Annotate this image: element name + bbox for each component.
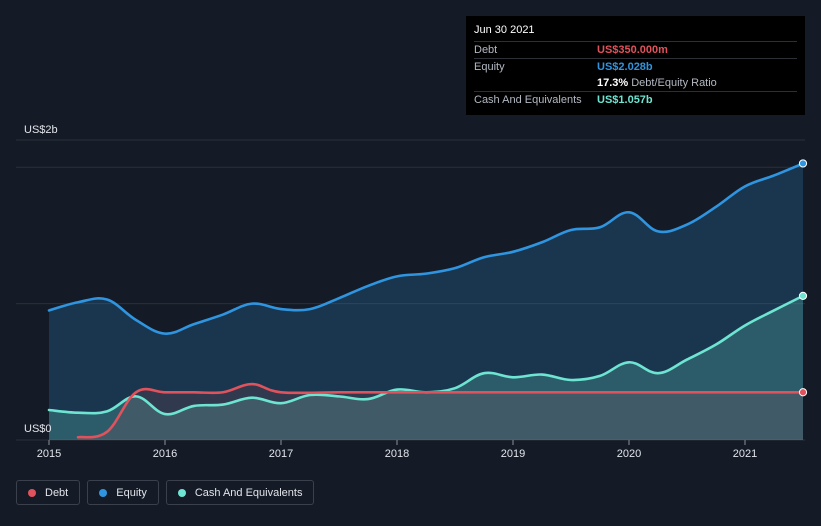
tooltip-debt-value: US$350.000m [597, 44, 668, 56]
marker-debt [798, 388, 808, 397]
x-axis-ticks: 2015 2016 2017 2018 2019 2020 2021 [37, 440, 757, 460]
line-debt [76, 382, 805, 439]
series-areas [49, 163, 803, 441]
tooltip-cash-value: US$1.057b [597, 94, 653, 106]
tooltip-ratio-label: Debt/Equity Ratio [631, 77, 717, 89]
legend-debt-dot-icon [28, 488, 36, 497]
end-markers [798, 159, 808, 397]
y-label-bottom: US$0 [24, 423, 52, 435]
y-label-top: US$2b [24, 124, 58, 136]
legend-equity-label: Equity [116, 486, 147, 499]
legend-item-cash[interactable]: Cash And Equivalents [165, 480, 315, 505]
line-equity [47, 162, 805, 335]
x-tick-label-2015: 2015 [37, 448, 61, 460]
area-cash-and-equivalents [49, 295, 803, 440]
tooltip-equity-value: US$2.028b [597, 61, 653, 73]
tooltip-row-ratio: 17.3% Debt/Equity Ratio [474, 75, 797, 91]
tooltip-row-debt: Debt US$350.000m [474, 41, 797, 58]
x-tick-label-2019: 2019 [501, 448, 525, 460]
tooltip-row-cash: Cash And Equivalents US$1.057b [474, 91, 797, 108]
x-tick-label-2020: 2020 [617, 448, 641, 460]
x-tick-label-2016: 2016 [153, 448, 177, 460]
legend: Debt Equity Cash And Equivalents [16, 480, 315, 505]
x-tick-label-2018: 2018 [385, 448, 409, 460]
tooltip-cash-label: Cash And Equivalents [474, 94, 582, 106]
legend-debt-label: Debt [45, 486, 69, 499]
area-equity [49, 163, 803, 441]
tooltip-ratio-value: 17.3% [597, 77, 629, 89]
legend-item-debt[interactable]: Debt [16, 480, 81, 505]
tooltip-panel: Jun 30 2021 Debt US$350.000m Equity US$2… [466, 16, 805, 115]
legend-equity-dot-icon [99, 488, 108, 497]
legend-cash-label: Cash And Equivalents [194, 486, 303, 499]
grid-lines [16, 139, 805, 441]
legend-item-equity[interactable]: Equity [87, 480, 159, 505]
series-lines [47, 162, 805, 439]
tooltip-row-equity: Equity US$2.028b [474, 58, 797, 75]
tooltip-debt-label: Debt [474, 44, 498, 56]
x-tick-label-2017: 2017 [269, 448, 293, 460]
tooltip-equity-label: Equity [474, 61, 505, 73]
x-tick-label-2021: 2021 [733, 448, 757, 460]
marker-cash-and-equivalents [798, 291, 808, 300]
marker-equity [798, 159, 808, 168]
tooltip-date: Jun 30 2021 [474, 24, 535, 36]
legend-cash-dot-icon [177, 488, 186, 497]
